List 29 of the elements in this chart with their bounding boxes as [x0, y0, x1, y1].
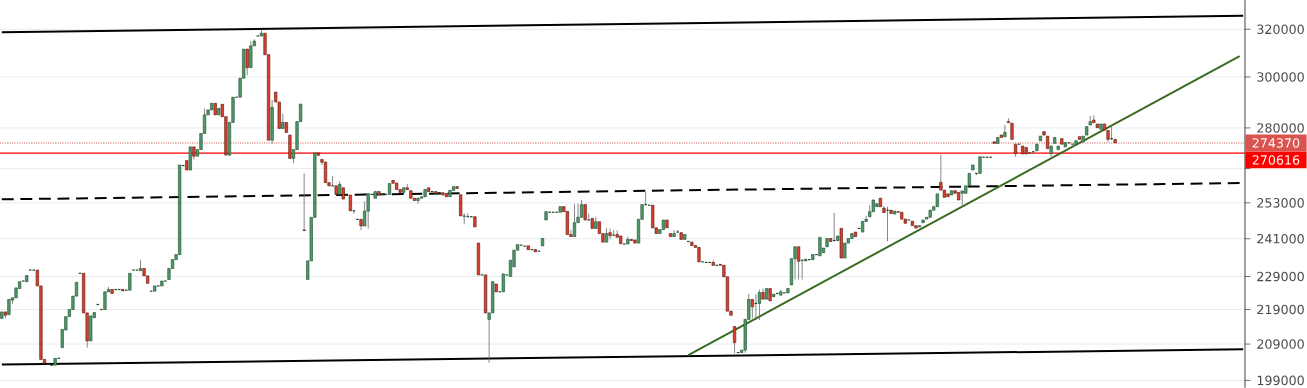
- y-tick-label: 280000: [1257, 123, 1304, 133]
- y-tick-label: 300000: [1257, 72, 1304, 82]
- candlestick: [465, 213, 470, 218]
- candlestick: [245, 48, 249, 76]
- candlestick: [1003, 124, 1007, 138]
- candlestick: [565, 210, 569, 235]
- candlestick: [775, 292, 780, 295]
- y-tick-label: 209000: [1257, 339, 1304, 349]
- candlestick: [586, 213, 591, 221]
- candlestick: [462, 213, 467, 225]
- candlestick: [288, 134, 292, 159]
- candlestick: [572, 203, 577, 238]
- y-tick-label: 241000: [1257, 233, 1304, 244]
- candlestick: [323, 161, 328, 184]
- candlestick: [686, 240, 691, 243]
- candlestick: [732, 326, 737, 354]
- candlestick: [797, 246, 801, 280]
- candlestick: [138, 259, 143, 272]
- ref-line-label: 270616: [1252, 155, 1300, 165]
- candlestick: [113, 288, 118, 291]
- candlestick: [302, 172, 306, 231]
- y-tick-label: 229000: [1257, 271, 1304, 282]
- y-tick-label: 199000: [1257, 375, 1304, 386]
- candlestick: [608, 228, 612, 240]
- y-tick-label: 253000: [1257, 198, 1304, 208]
- y-tick-label: 320000: [1257, 24, 1304, 35]
- y-tick-label: 219000: [1257, 304, 1304, 315]
- ref-line-label: 274370: [1252, 138, 1300, 148]
- candlestick: [366, 193, 370, 230]
